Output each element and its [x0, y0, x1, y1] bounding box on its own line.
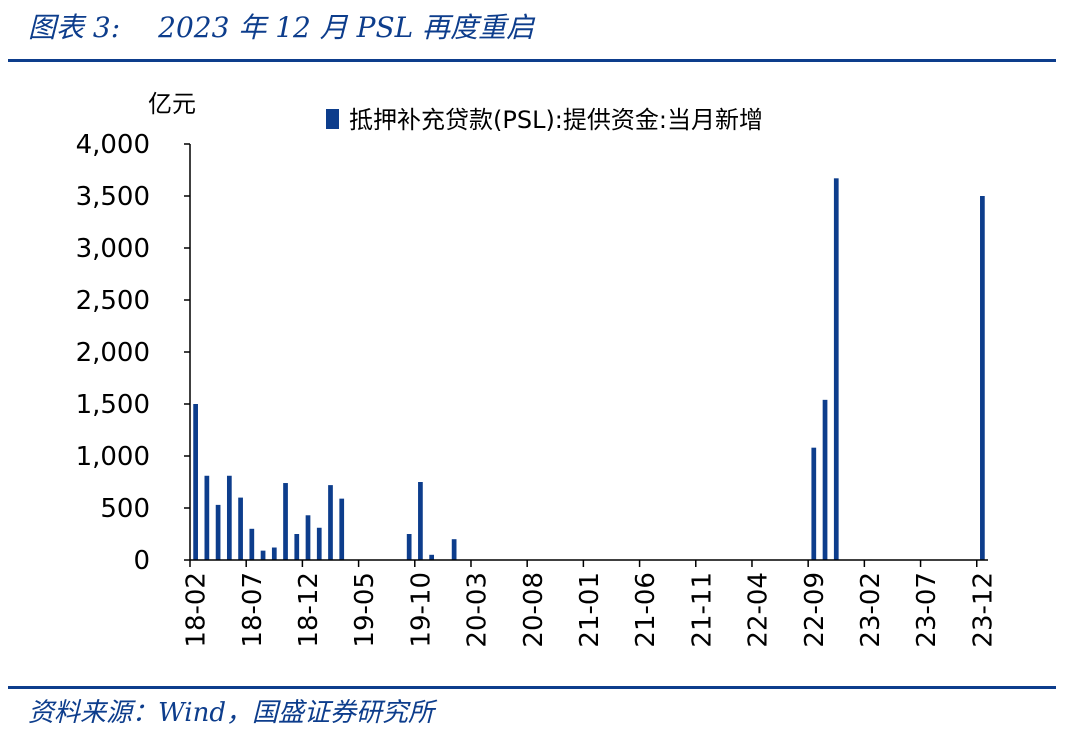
bar-19-02	[328, 485, 333, 560]
bar-18-11	[294, 534, 300, 560]
y-tick-label: 1,500	[76, 390, 150, 420]
figure-title: 图表 3: 2023 年 12 月 PSL 再度重启	[28, 6, 534, 46]
bar-18-05	[226, 475, 232, 560]
x-tick-label-18-12: 18-12	[294, 572, 324, 648]
y-axis-unit-label: 亿元	[148, 90, 196, 118]
x-tick-label-22-04: 22-04	[744, 572, 774, 648]
x-tick-label-20-03: 20-03	[463, 572, 493, 648]
x-tick-label-19-05: 19-05	[350, 572, 380, 648]
y-tick-label: 2,000	[76, 338, 150, 368]
bar-22-11	[833, 178, 839, 560]
bar-18-04	[215, 504, 221, 560]
x-tick-label-21-11: 21-11	[687, 572, 717, 648]
y-tick-label: 3,000	[76, 234, 150, 264]
bar-18-12	[305, 515, 311, 560]
legend-swatch	[326, 109, 339, 129]
bar-19-03	[339, 498, 345, 560]
legend-label: 抵押补充贷款(PSL):提供资金:当月新增	[349, 106, 763, 134]
x-tick-label-23-07: 23-07	[912, 572, 942, 648]
y-tick-label: 1,000	[76, 442, 150, 472]
bar-19-09	[406, 534, 412, 560]
figure-title-text: 2023 年 12 月 PSL 再度重启	[158, 11, 535, 44]
x-tick-label-23-12: 23-12	[968, 572, 998, 648]
x-tick-label-19-10: 19-10	[406, 572, 436, 648]
bar-19-01	[316, 527, 322, 560]
x-axis: 18-02 18-07 18-12 19-05 19-10 20-03 20-08 21-01…	[182, 559, 998, 648]
bar-18-07	[249, 528, 255, 560]
x-tick-label-18-02: 18-02	[182, 572, 212, 648]
figure-number: 图表 3:	[28, 11, 121, 44]
bar-18-06	[238, 497, 243, 560]
y-axis: 0 500 1,000 1,500 2,000 2,500 3,000 3,500 4,000	[76, 130, 191, 576]
x-tick-label-20-08: 20-08	[519, 572, 549, 648]
bar-18-02	[193, 404, 198, 560]
bar-23-12	[980, 196, 985, 560]
bar-19-10	[418, 482, 423, 560]
bars	[193, 178, 985, 560]
bar-19-11	[429, 554, 435, 560]
bar-18-10	[283, 483, 288, 560]
top-rule	[8, 59, 1056, 62]
psl-bar-chart: 亿元 抵押补充贷款(PSL):提供资金:当月新增 0 500 1,000 1,500 2…	[76, 90, 999, 648]
y-tick-label: 3,500	[76, 182, 150, 212]
y-tick-label: 0	[133, 546, 150, 576]
y-tick-label: 500	[100, 494, 150, 524]
x-tick-label-23-02: 23-02	[856, 572, 886, 648]
x-tick-label-22-09: 22-09	[800, 572, 830, 648]
bottom-rule	[8, 686, 1056, 689]
source-note: 资料来源：Wind，国盛证券研究所	[28, 698, 434, 728]
bar-22-09	[811, 447, 817, 560]
y-tick-label: 4,000	[76, 130, 150, 160]
x-tick-label-21-06: 21-06	[631, 572, 661, 648]
x-tick-label-18-07: 18-07	[238, 572, 268, 648]
x-tick-label-21-01: 21-01	[575, 572, 605, 648]
bar-18-09	[271, 547, 277, 560]
y-tick-label: 2,500	[76, 286, 150, 316]
bar-18-08	[260, 550, 266, 560]
bar-20-01	[451, 539, 457, 560]
bar-22-10	[822, 399, 828, 560]
bar-18-03	[204, 475, 210, 560]
